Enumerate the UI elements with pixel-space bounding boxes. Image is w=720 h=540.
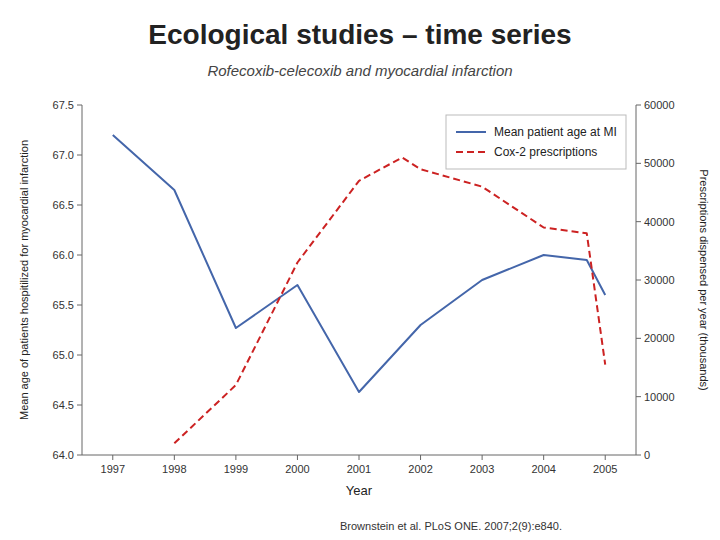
x-tick-label: 2005 xyxy=(593,463,617,475)
legend-label: Cox-2 prescriptions xyxy=(494,145,597,159)
x-tick xyxy=(543,455,544,460)
y-tick xyxy=(77,355,82,356)
y2-tick-label: 20000 xyxy=(644,332,675,344)
x-tick-label: 2004 xyxy=(531,463,555,475)
x-tick-label: 1998 xyxy=(162,463,186,475)
footnote-part: PLoS ONE. xyxy=(424,520,481,532)
y-tick-label: 67.0 xyxy=(53,149,74,161)
y-tick-label: 64.5 xyxy=(53,399,74,411)
title: Ecological studies – time series xyxy=(148,19,571,50)
legend: Mean patient age at MI Cox-2 prescription… xyxy=(446,115,626,169)
y-tick-label: 65.0 xyxy=(53,349,74,361)
x-tick xyxy=(235,455,236,460)
y2-tick xyxy=(636,280,641,281)
x-tick xyxy=(420,455,421,460)
line-series xyxy=(113,135,605,392)
x-tick xyxy=(297,455,298,460)
y-tick xyxy=(77,305,82,306)
y-tick xyxy=(77,255,82,256)
y2-axis-label: Prescriptions dispensed per year (thousa… xyxy=(698,169,710,390)
y2-tick xyxy=(636,455,641,456)
y-tick xyxy=(77,105,82,106)
x-tick-label: 2000 xyxy=(285,463,309,475)
x-tick-label: 2002 xyxy=(408,463,432,475)
x-tick xyxy=(174,455,175,460)
legend-swatch xyxy=(456,131,486,133)
y2-tick-label: 60000 xyxy=(644,99,675,111)
chart: Ecological studies – time series Rofecoxi… xyxy=(0,0,720,540)
y2-tick-label: 40000 xyxy=(644,216,675,228)
y-tick-label: 64.0 xyxy=(53,449,74,461)
axes: 1997 1998 1999 2000 2001 2002 2003 2004 2005 64.0… xyxy=(53,99,675,475)
x-tick xyxy=(605,455,606,460)
y2-tick-label: 0 xyxy=(644,449,650,461)
y2-tick xyxy=(636,163,641,164)
y2-tick-label: 30000 xyxy=(644,274,675,286)
y-tick-label: 67.5 xyxy=(53,99,74,111)
y2-tick xyxy=(636,105,641,106)
footnote: Brownstein et al. PLoS ONE. 2007;2(9):e8… xyxy=(340,520,562,532)
footnote-part: 2007;2(9):e840. xyxy=(481,520,562,532)
x-axis-label: Year xyxy=(346,483,373,498)
x-tick xyxy=(482,455,483,460)
x-tick-label: 2003 xyxy=(470,463,494,475)
y2-tick xyxy=(636,396,641,397)
y-tick xyxy=(77,405,82,406)
y2-tick-label: 10000 xyxy=(644,391,675,403)
subtitle: Rofecoxib-celecoxib and myocardial infar… xyxy=(207,62,512,79)
series-group xyxy=(113,135,605,443)
y-tick-label: 66.0 xyxy=(53,249,74,261)
legend-swatch xyxy=(456,151,486,153)
line-series xyxy=(174,158,605,444)
y-tick-label: 66.5 xyxy=(53,199,74,211)
y2-tick-label: 50000 xyxy=(644,157,675,169)
legend-box xyxy=(446,115,626,169)
y2-tick xyxy=(636,221,641,222)
background xyxy=(0,0,720,540)
x-tick xyxy=(359,455,360,460)
footnote-part: Brownstein et al. xyxy=(340,520,424,532)
x-tick xyxy=(112,455,113,460)
x-tick-label: 2001 xyxy=(347,463,371,475)
y-tick-label: 65.5 xyxy=(53,299,74,311)
y-tick xyxy=(77,155,82,156)
legend-label: Mean patient age at MI xyxy=(494,125,617,139)
y-axis-label: Mean age of patients hospitilized for my… xyxy=(18,140,30,420)
y-axis-line xyxy=(82,105,83,455)
y-tick xyxy=(77,455,82,456)
y-tick xyxy=(77,205,82,206)
x-tick-label: 1997 xyxy=(101,463,125,475)
y2-tick xyxy=(636,338,641,339)
page: {"chart_data": { "type": "line", "title"… xyxy=(0,0,720,540)
x-tick-label: 1999 xyxy=(224,463,248,475)
